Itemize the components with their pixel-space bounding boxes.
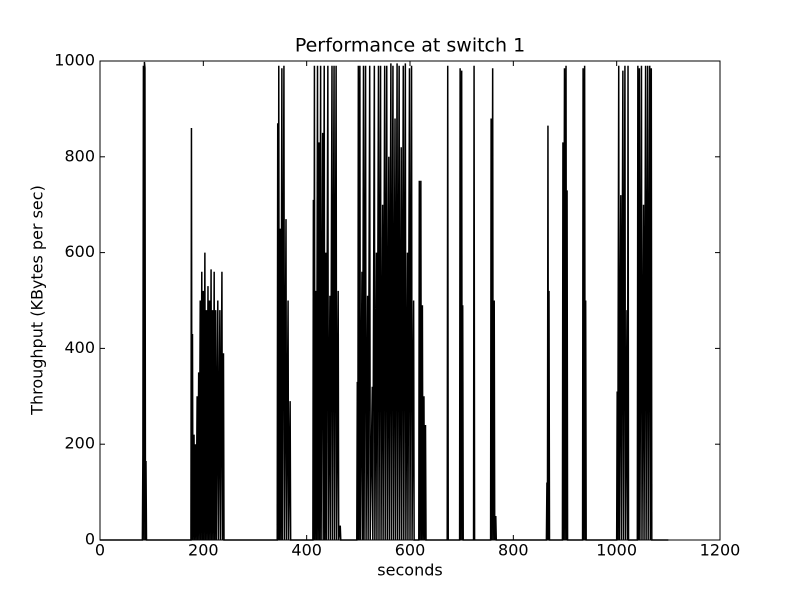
y-tick-label: 400: [64, 338, 95, 357]
y-tick-label: 600: [64, 242, 95, 261]
x-tick-label: 1000: [596, 541, 637, 560]
x-tick-label: 200: [188, 541, 219, 560]
plot-frame: [99, 60, 721, 541]
x-tick-label: 400: [291, 541, 322, 560]
y-tick-label: 1000: [54, 51, 95, 70]
y-tick-label: 200: [64, 434, 95, 453]
y-tick-label: 800: [64, 146, 95, 165]
x-tick-label: 0: [95, 541, 105, 560]
x-axis-label: seconds: [377, 561, 442, 580]
y-tick-label: 0: [85, 530, 95, 549]
y-axis-label: Throughput (KBytes per sec): [28, 185, 47, 416]
data-line: [100, 61, 669, 541]
x-tick-label: 1200: [700, 541, 741, 560]
chart-title: Performance at switch 1: [295, 35, 525, 57]
x-tick-label: 600: [395, 541, 426, 560]
x-tick-label: 800: [498, 541, 529, 560]
